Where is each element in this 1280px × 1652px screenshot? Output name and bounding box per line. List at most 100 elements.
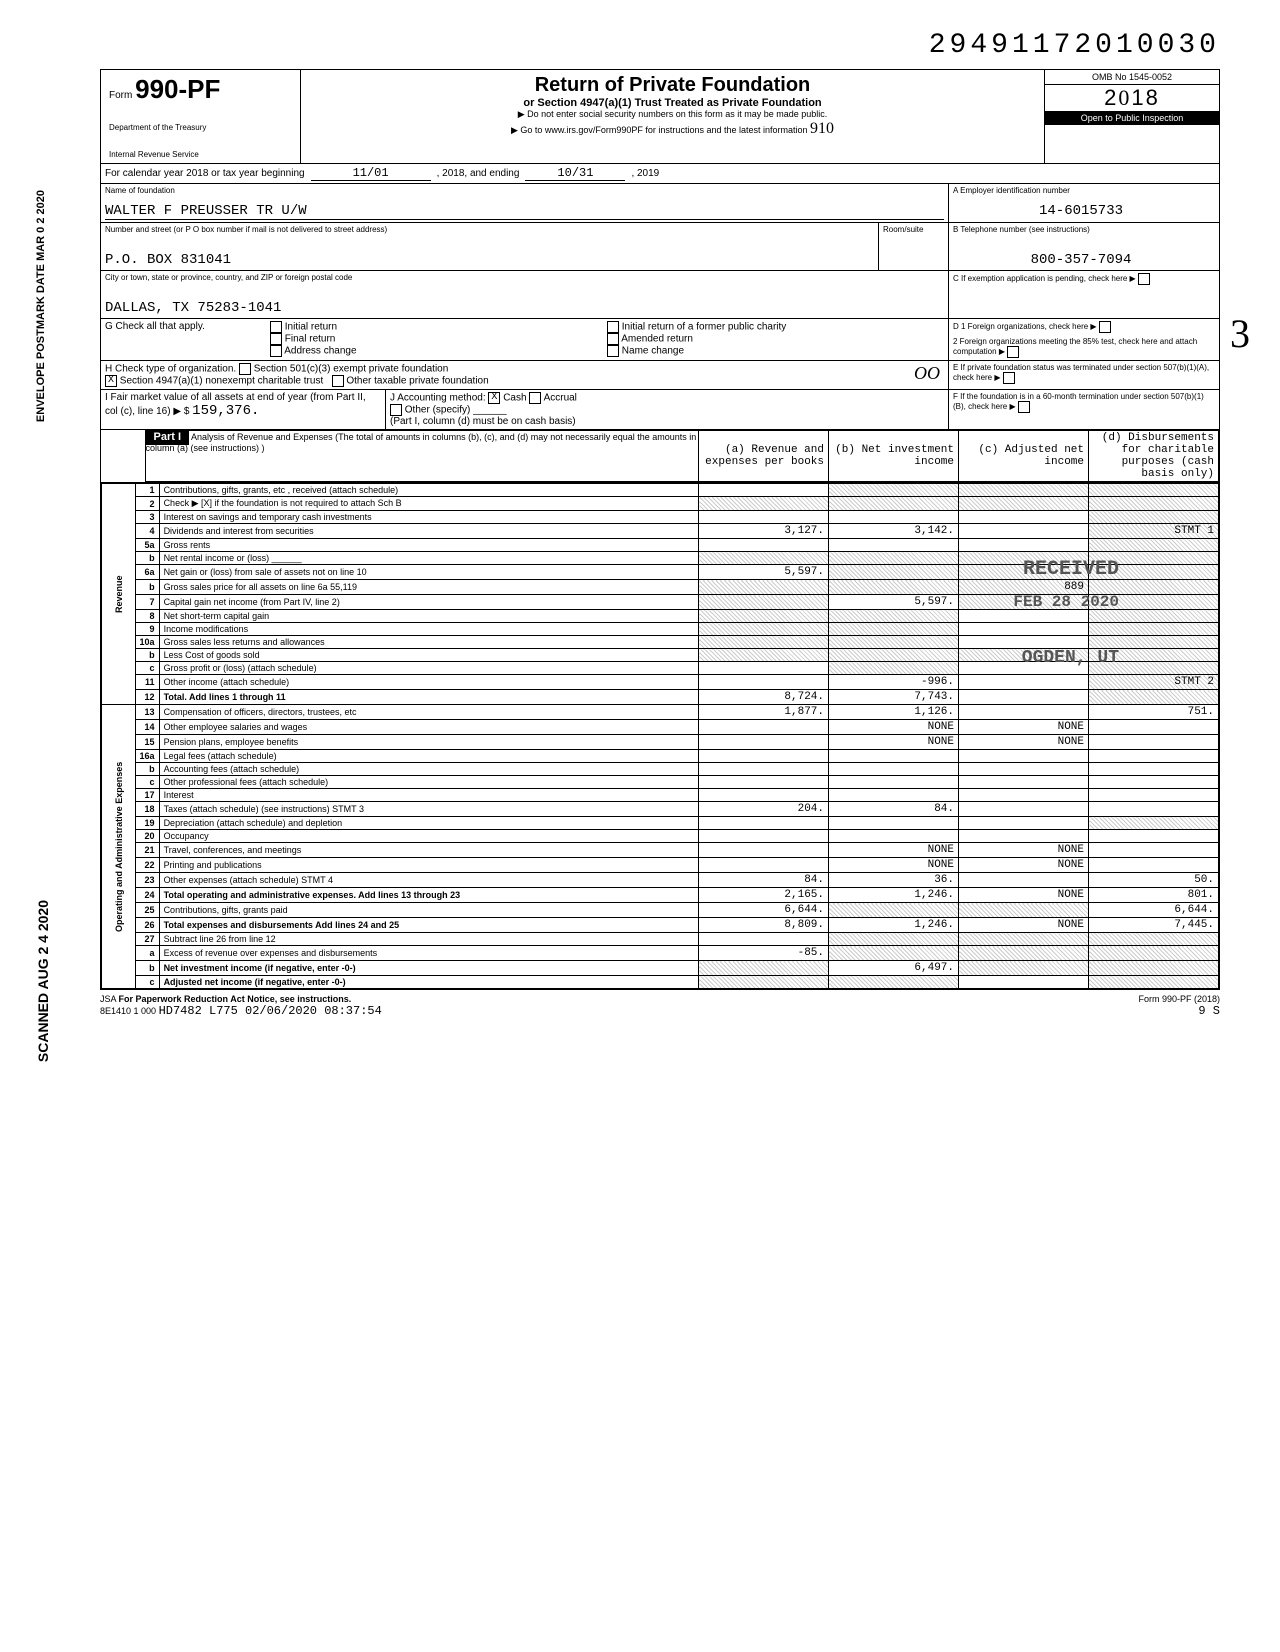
amount-cell[interactable]	[1089, 843, 1219, 858]
amount-cell[interactable]: 801.	[1089, 888, 1219, 903]
amount-cell[interactable]	[959, 903, 1089, 918]
amount-cell[interactable]	[699, 976, 829, 989]
amount-cell[interactable]	[959, 539, 1089, 552]
amount-cell[interactable]	[699, 580, 829, 595]
j-cash-checkbox[interactable]: X	[488, 392, 500, 404]
amount-cell[interactable]	[1089, 720, 1219, 735]
amount-cell[interactable]: NONE	[829, 858, 959, 873]
amount-cell[interactable]: 3,142.	[829, 524, 959, 539]
amount-cell[interactable]: NONE	[959, 735, 1089, 750]
amount-cell[interactable]: 50.	[1089, 873, 1219, 888]
h-4947-checkbox[interactable]: X	[105, 375, 117, 387]
amount-cell[interactable]	[959, 511, 1089, 524]
amount-cell[interactable]: 1,246.	[829, 918, 959, 933]
amount-cell[interactable]	[1089, 976, 1219, 989]
amount-cell[interactable]	[1089, 776, 1219, 789]
g-initial-checkbox[interactable]	[270, 321, 282, 333]
g-final-checkbox[interactable]	[270, 333, 282, 345]
amount-cell[interactable]	[1089, 763, 1219, 776]
amount-cell[interactable]	[699, 595, 829, 610]
amount-cell[interactable]	[1089, 623, 1219, 636]
amount-cell[interactable]	[959, 636, 1089, 649]
amount-cell[interactable]: 1,126.	[829, 705, 959, 720]
amount-cell[interactable]	[959, 976, 1089, 989]
amount-cell[interactable]	[829, 662, 959, 675]
amount-cell[interactable]: 6,644.	[1089, 903, 1219, 918]
amount-cell[interactable]	[699, 720, 829, 735]
amount-cell[interactable]: 7,743.	[829, 690, 959, 705]
amount-cell[interactable]: NONE	[829, 720, 959, 735]
amount-cell[interactable]: 3,127.	[699, 524, 829, 539]
amount-cell[interactable]	[699, 511, 829, 524]
amount-cell[interactable]	[699, 961, 829, 976]
amount-cell[interactable]	[1089, 690, 1219, 705]
end-date[interactable]: 10/31	[525, 166, 625, 181]
amount-cell[interactable]: NONE	[829, 843, 959, 858]
begin-date[interactable]: 11/01	[311, 166, 431, 181]
amount-cell[interactable]: 36.	[829, 873, 959, 888]
amount-cell[interactable]	[1089, 750, 1219, 763]
amount-cell[interactable]	[959, 690, 1089, 705]
phone-value[interactable]: 800-357-7094	[953, 252, 1215, 268]
amount-cell[interactable]	[829, 636, 959, 649]
h-501c3-checkbox[interactable]	[239, 363, 251, 375]
amount-cell[interactable]: NONE	[829, 735, 959, 750]
amount-cell[interactable]	[699, 817, 829, 830]
amount-cell[interactable]	[699, 735, 829, 750]
amount-cell[interactable]	[829, 565, 959, 580]
amount-cell[interactable]	[959, 802, 1089, 817]
amount-cell[interactable]	[959, 524, 1089, 539]
amount-cell[interactable]	[699, 484, 829, 497]
amount-cell[interactable]	[1089, 636, 1219, 649]
g-former-checkbox[interactable]	[607, 321, 619, 333]
amount-cell[interactable]: 6,644.	[699, 903, 829, 918]
j-accrual-checkbox[interactable]	[529, 392, 541, 404]
amount-cell[interactable]	[699, 623, 829, 636]
amount-cell[interactable]	[959, 675, 1089, 690]
amount-cell[interactable]	[829, 497, 959, 511]
amount-cell[interactable]: 6,497.	[829, 961, 959, 976]
amount-cell[interactable]	[829, 789, 959, 802]
amount-cell[interactable]: 204.	[699, 802, 829, 817]
amount-cell[interactable]	[1089, 610, 1219, 623]
j-other-checkbox[interactable]	[390, 404, 402, 416]
g-address-checkbox[interactable]	[270, 345, 282, 357]
amount-cell[interactable]	[699, 539, 829, 552]
amount-cell[interactable]	[829, 539, 959, 552]
amount-cell[interactable]	[959, 497, 1089, 511]
amount-cell[interactable]	[829, 649, 959, 662]
amount-cell[interactable]	[829, 830, 959, 843]
amount-cell[interactable]	[959, 933, 1089, 946]
amount-cell[interactable]	[829, 610, 959, 623]
amount-cell[interactable]	[829, 976, 959, 989]
amount-cell[interactable]	[829, 511, 959, 524]
amount-cell[interactable]: 751.	[1089, 705, 1219, 720]
amount-cell[interactable]	[959, 776, 1089, 789]
amount-cell[interactable]	[699, 933, 829, 946]
amount-cell[interactable]: NONE	[959, 843, 1089, 858]
amount-cell[interactable]	[829, 580, 959, 595]
amount-cell[interactable]	[1089, 511, 1219, 524]
amount-cell[interactable]	[829, 484, 959, 497]
amount-cell[interactable]	[959, 705, 1089, 720]
amount-cell[interactable]	[699, 830, 829, 843]
amount-cell[interactable]	[1089, 858, 1219, 873]
amount-cell[interactable]: NONE	[959, 918, 1089, 933]
amount-cell[interactable]	[699, 662, 829, 675]
city-value[interactable]: DALLAS, TX 75283-1041	[105, 300, 944, 316]
amount-cell[interactable]	[829, 763, 959, 776]
amount-cell[interactable]	[1089, 961, 1219, 976]
amount-cell[interactable]	[1089, 484, 1219, 497]
amount-cell[interactable]	[699, 636, 829, 649]
amount-cell[interactable]	[829, 903, 959, 918]
amount-cell[interactable]	[959, 961, 1089, 976]
amount-cell[interactable]: 1,877.	[699, 705, 829, 720]
amount-cell[interactable]	[1089, 789, 1219, 802]
f-checkbox[interactable]	[1018, 401, 1030, 413]
amount-cell[interactable]	[959, 750, 1089, 763]
amount-cell[interactable]	[829, 776, 959, 789]
amount-cell[interactable]	[699, 675, 829, 690]
amount-cell[interactable]	[829, 750, 959, 763]
e-checkbox[interactable]	[1003, 372, 1015, 384]
amount-cell[interactable]	[829, 623, 959, 636]
